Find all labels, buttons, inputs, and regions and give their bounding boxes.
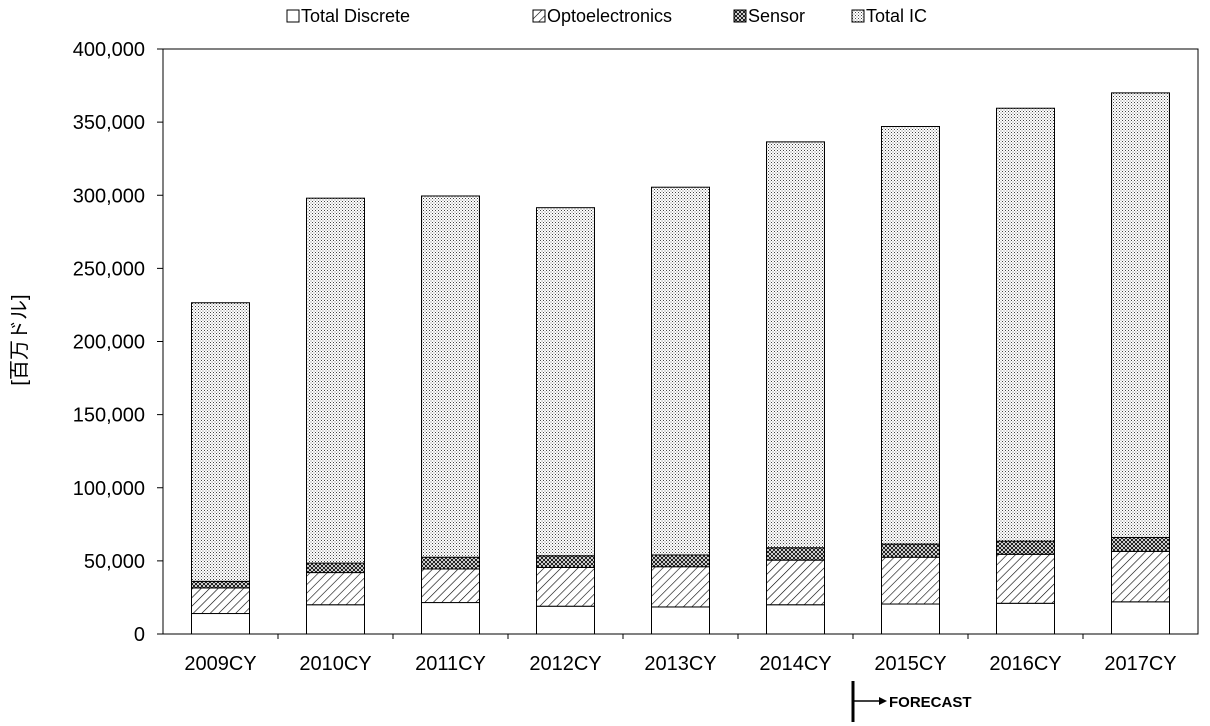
bar-segment-total-discrete [766,604,825,635]
bar-segment-total-discrete [306,604,365,635]
y-tick-label: 300,000 [73,185,145,207]
bar-segment-total-discrete [996,602,1055,635]
x-tick-label: 2009CY [184,653,256,675]
bar-segment-total-discrete [1111,601,1170,635]
bar-segment-total-discrete [651,606,710,635]
y-tick-label: 0 [134,624,145,646]
legend-swatch [532,9,546,23]
x-tick-label: 2011CY [415,653,486,675]
bar-segment-total-ic [996,107,1055,542]
x-tick-label: 2013CY [644,653,716,675]
bar-segment-optoelectronics [536,566,595,607]
bar-segment-sensor [1111,536,1170,552]
bar-segment-optoelectronics [766,559,825,606]
bar-segment-optoelectronics [191,587,250,615]
bar-segment-sensor [651,554,710,568]
y-tick-label: 400,000 [73,39,145,61]
forecast-annotation: FORECAST [851,681,972,722]
y-tick-label: 350,000 [73,112,145,134]
y-tick-label: 100,000 [73,478,145,500]
bar-segment-total-ic [191,302,250,582]
x-tick-label: 2017CY [1104,653,1176,675]
legend-label: Total Discrete [301,6,410,26]
bar-segment-optoelectronics [1111,550,1170,603]
bar-segment-total-discrete [421,602,480,635]
legend-label: Sensor [748,6,805,26]
y-tick-label: 50,000 [84,551,145,573]
bar-segment-total-ic [766,141,825,549]
bar-segment-total-discrete [881,603,940,635]
bar-segment-optoelectronics [421,568,480,604]
y-tick-label: 200,000 [73,332,145,354]
legend-swatch [286,9,300,23]
forecast-arrow-head [879,697,887,705]
bar-segment-total-ic [1111,92,1170,538]
forecast-label: FORECAST [889,694,972,711]
y-tick-label: 250,000 [73,258,145,280]
x-tick-label: 2016CY [989,653,1061,675]
y-tick-label: 150,000 [73,405,145,427]
bar-segment-optoelectronics [996,553,1055,604]
y-axis-label: [百万ドル] [9,294,31,385]
bar-segment-total-ic [306,197,365,564]
x-tick-label: 2015CY [874,653,946,675]
x-tick-label: 2012CY [529,653,601,675]
bar-segment-total-discrete [191,613,250,635]
bar-segment-sensor [191,580,250,589]
bar-segment-total-ic [421,195,480,558]
bar-segment-sensor [881,543,940,558]
x-tick-label: 2010CY [299,653,371,675]
y-axis-ticks: 0 50,000 100,000 150,000 200,000 250,000 300,0… [73,39,163,646]
bar-segment-sensor [421,556,480,570]
bar-segment-optoelectronics [881,556,940,605]
bar-segment-sensor [996,540,1055,555]
legend-swatch [851,9,865,23]
bar-segment-sensor [536,555,595,568]
legend: Total Discrete Optoelectronics Sensor Total… [286,6,927,26]
bar-segment-sensor [766,547,825,561]
legend-label: Optoelectronics [547,6,672,26]
bar-segment-optoelectronics [651,566,710,608]
bar-segment-sensor [306,562,365,574]
bar-segment-optoelectronics [306,572,365,606]
bars [191,92,1170,635]
legend-swatch [733,9,747,23]
bar-segment-total-ic [651,186,710,556]
x-axis-ticks: 2009CY 2010CY 2011CY 2012CY 2013CY 2014CY 2015… [184,634,1177,675]
bar-segment-total-ic [536,207,595,557]
x-tick-label: 2014CY [759,653,831,675]
bar-segment-total-discrete [536,605,595,635]
bar-segment-total-ic [881,126,940,545]
legend-label: Total IC [866,6,927,26]
